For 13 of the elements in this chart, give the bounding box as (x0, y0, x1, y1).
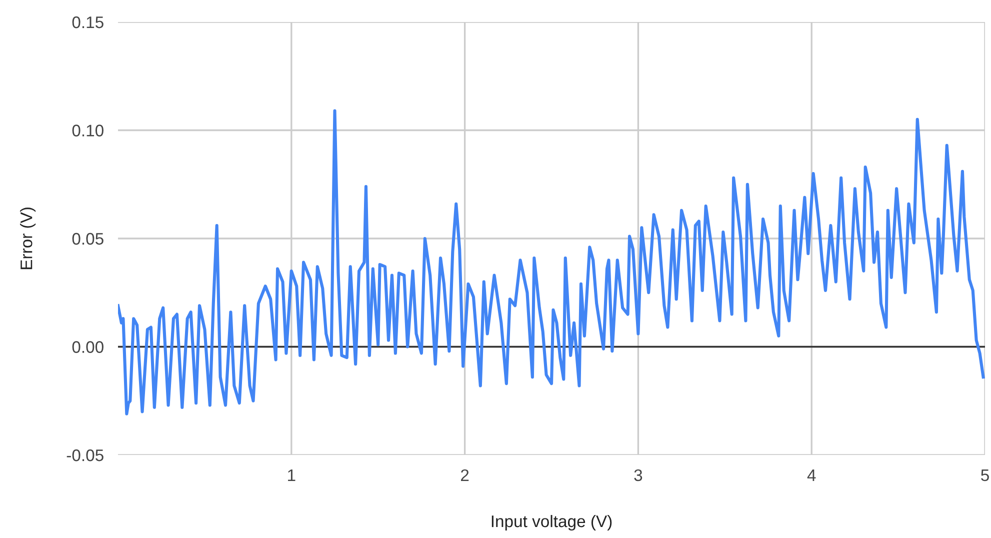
y-axis-title: Error (V) (20, 208, 36, 270)
line-series (118, 109, 985, 416)
y-tick-label: 0.00 (72, 341, 104, 353)
x-axis-title: Input voltage (V) (492, 514, 612, 531)
y-tick-label: 0.05 (72, 232, 104, 245)
x-tick-label: 1 (288, 470, 296, 481)
x-tick-label: 2 (461, 469, 469, 481)
y-tick-label: -0.05 (66, 449, 104, 462)
y-tick-label: 0.10 (72, 124, 104, 136)
y-tick-label: 0.15 (72, 16, 104, 28)
x-tick-label: 4 (807, 470, 816, 481)
x-tick-label: 5 (981, 470, 989, 482)
x-tick-label: 3 (634, 469, 642, 482)
